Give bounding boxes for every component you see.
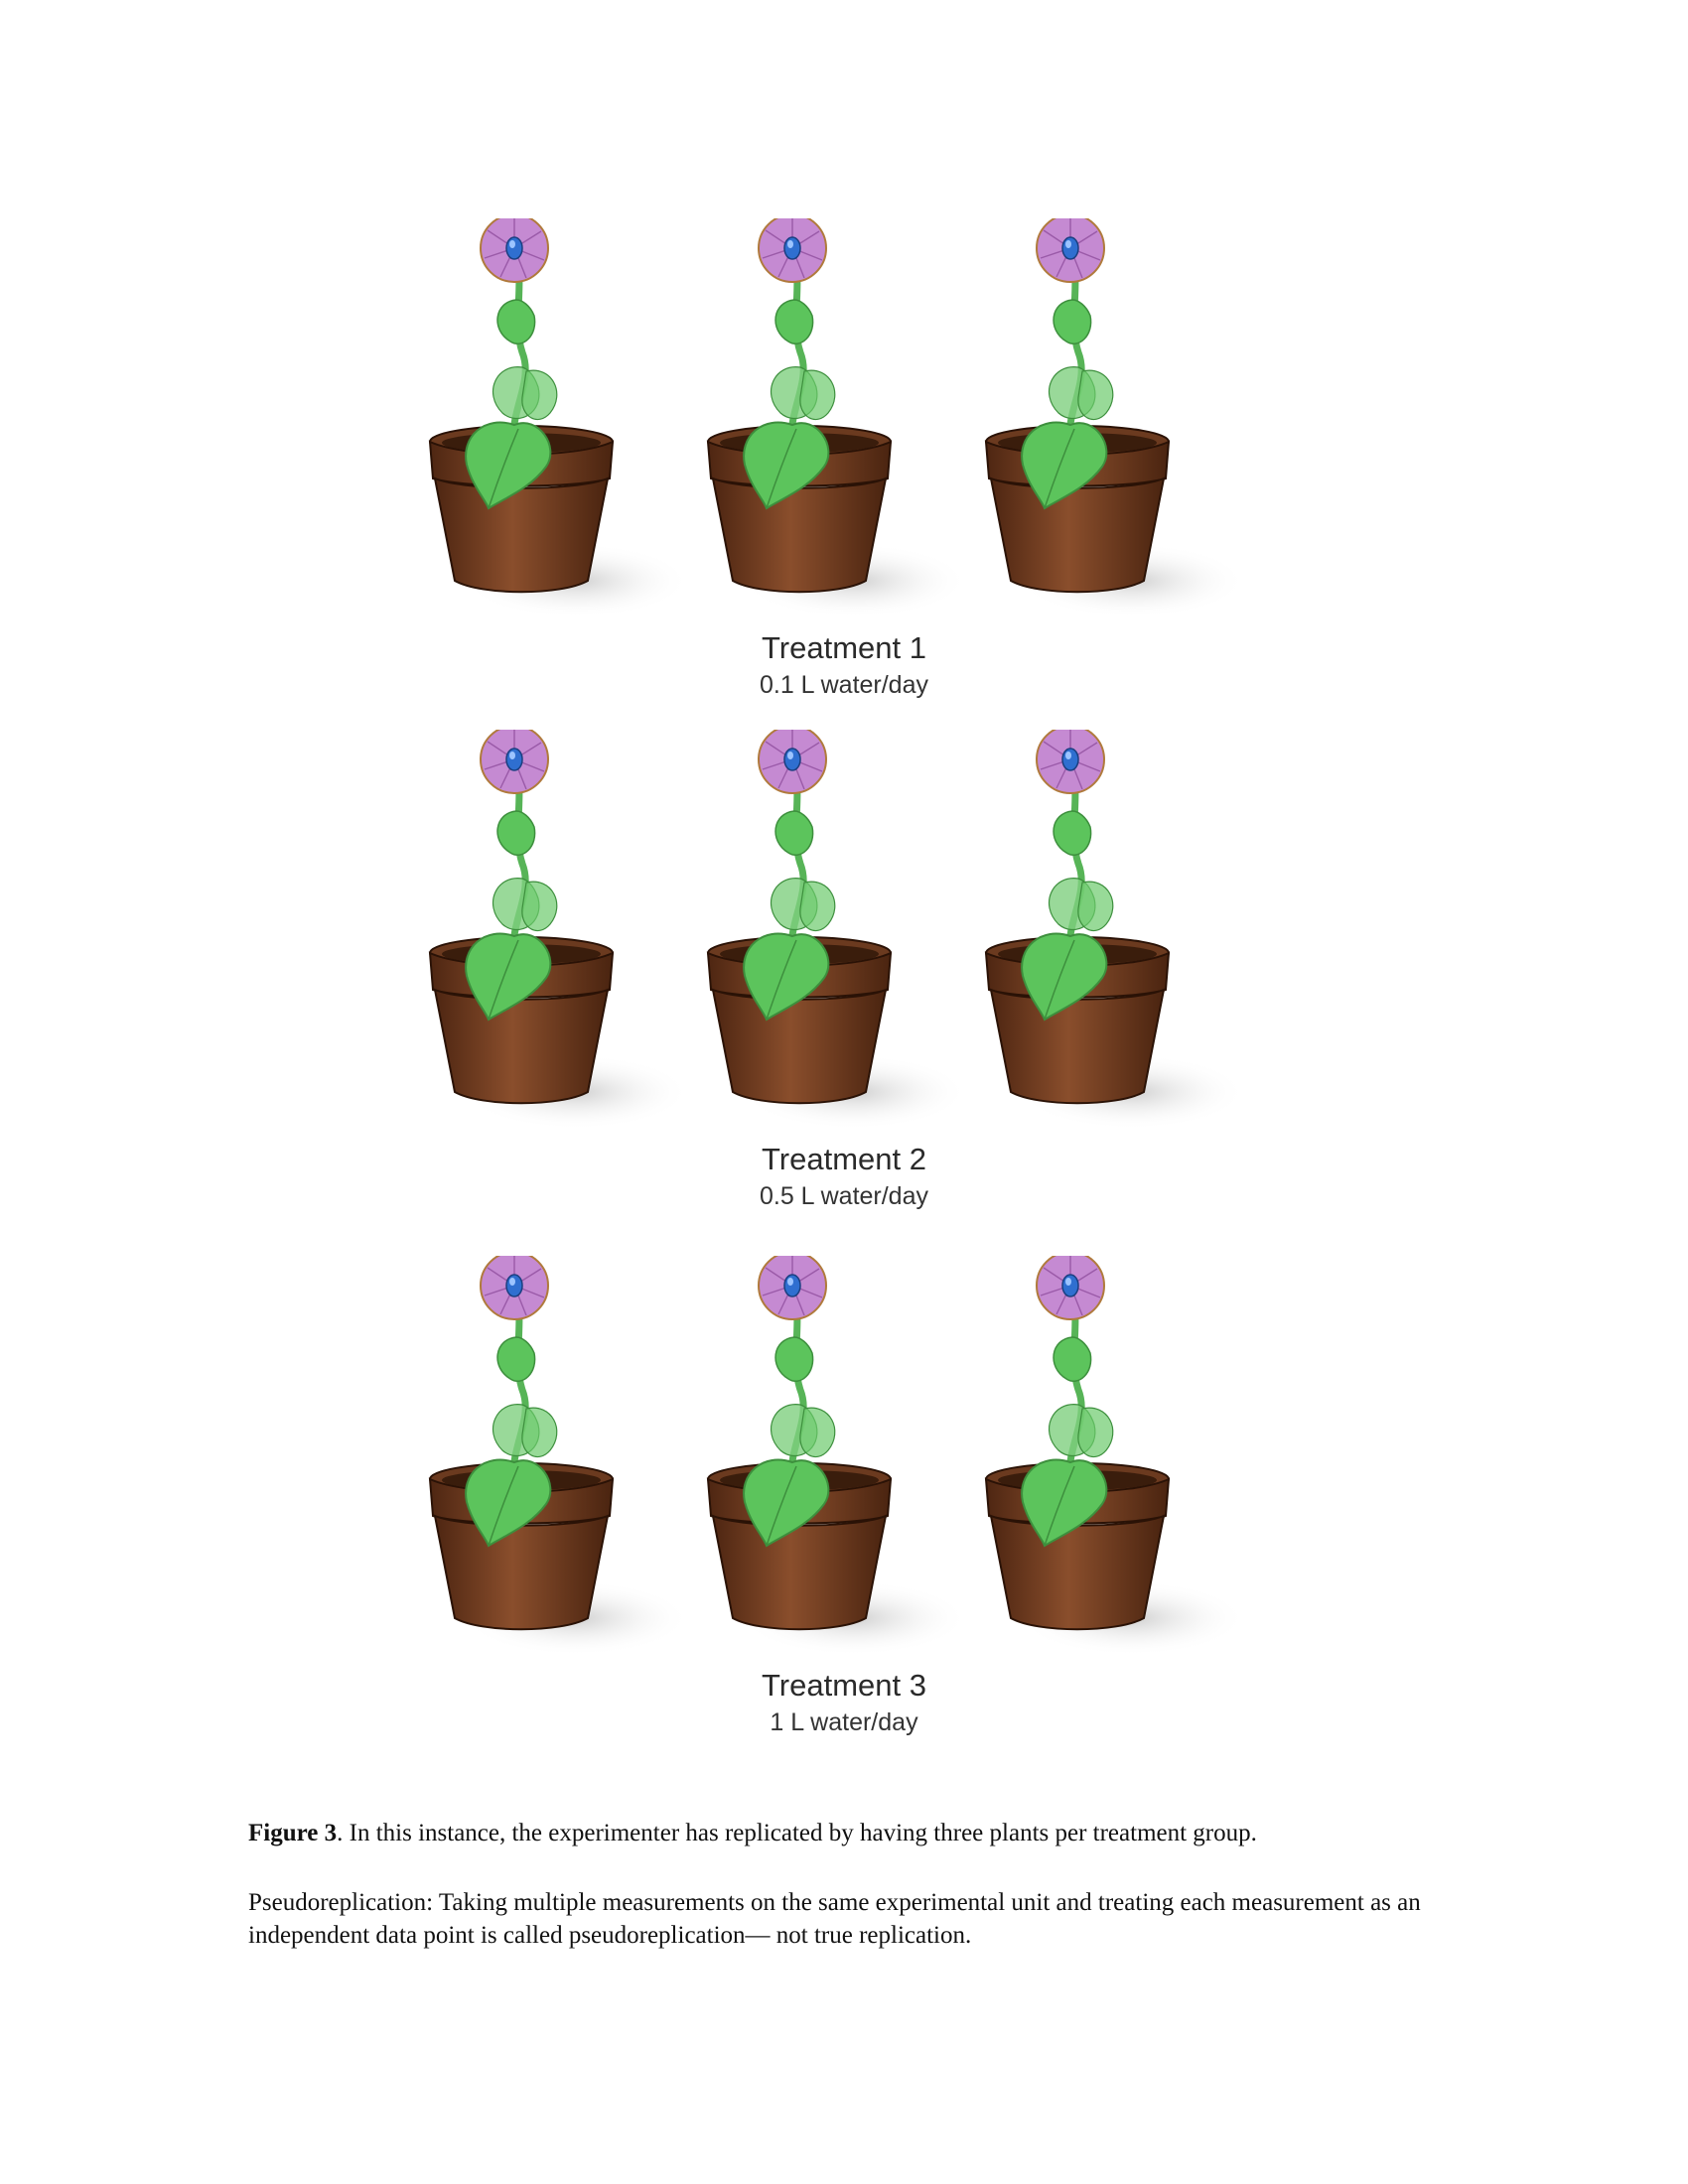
potted-plant-icon <box>705 1256 983 1693</box>
treatment-dose: 1 L water/day <box>770 1708 918 1736</box>
potted-plant-icon <box>983 730 1261 1166</box>
potted-plant-icon <box>427 218 705 655</box>
caption-text: . In this instance, the experimenter has… <box>337 1820 1257 1846</box>
potted-plant-icon <box>705 218 983 655</box>
potted-plant-icon <box>983 218 1261 655</box>
treatment-label: Treatment 1 <box>762 630 926 665</box>
figure-3: Treatment 1 0.1 L water/day <box>427 218 1261 1767</box>
potted-plant-icon <box>427 1256 705 1693</box>
pseudoreplication-note: Pseudoreplication: Taking multiple measu… <box>248 1889 1421 1949</box>
treatment-dose: 0.5 L water/day <box>759 1182 928 1210</box>
treatment-group-1: Treatment 1 0.1 L water/day <box>427 218 1261 735</box>
treatment-group-3: Treatment 3 1 L water/day <box>427 1256 1261 1772</box>
treatment-dose: 0.1 L water/day <box>759 671 928 699</box>
figure-reference: Figure 3 <box>248 1820 338 1846</box>
treatment-group-2: Treatment 2 0.5 L water/day <box>427 730 1261 1246</box>
figure-caption: Figure 3. In this instance, the experime… <box>248 1817 1489 1850</box>
potted-plant-icon <box>705 730 983 1166</box>
treatment-label: Treatment 2 <box>762 1142 926 1176</box>
treatment-label: Treatment 3 <box>762 1668 926 1703</box>
potted-plant-icon <box>427 730 705 1166</box>
potted-plant-icon <box>983 1256 1261 1693</box>
